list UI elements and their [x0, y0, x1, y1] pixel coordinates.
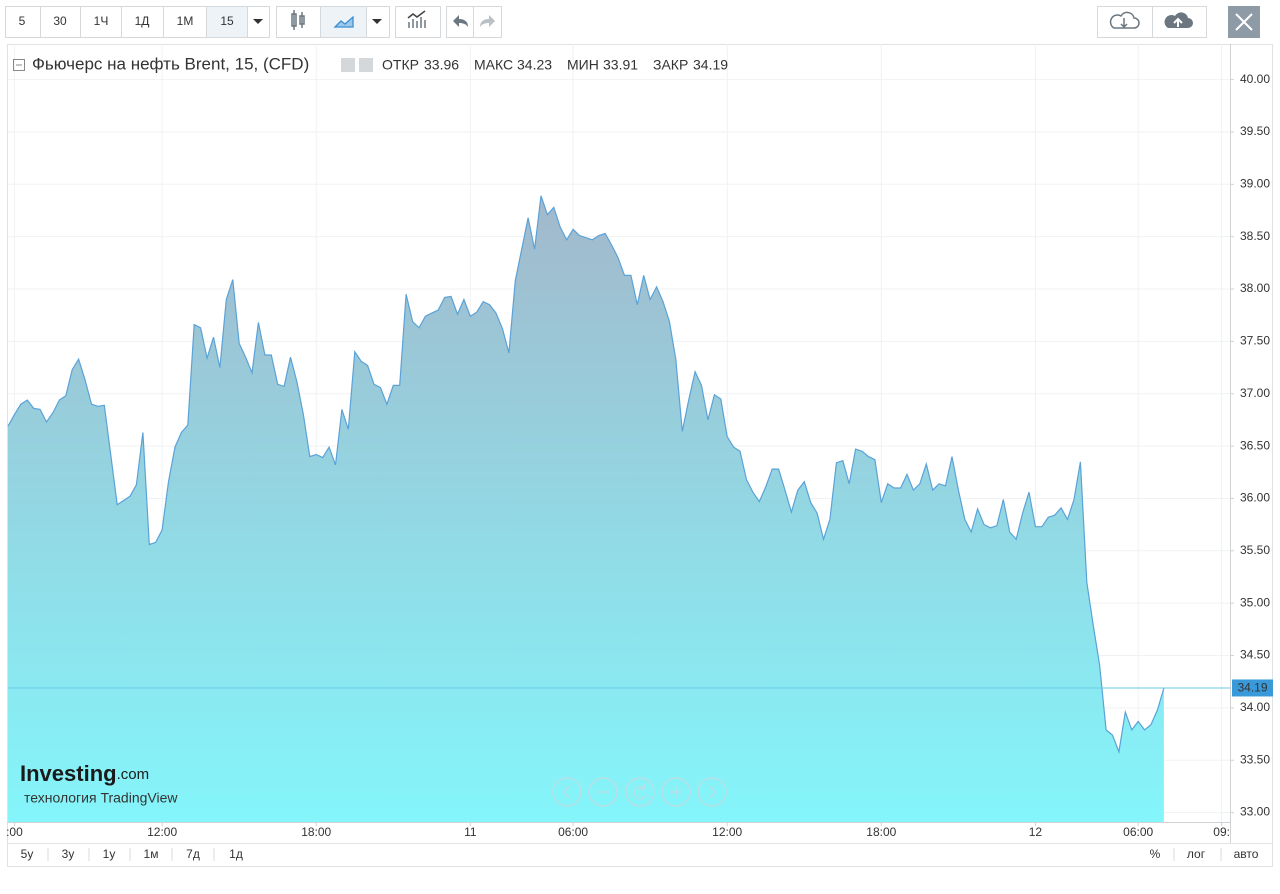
- scroll-left[interactable]: [552, 777, 582, 807]
- stat-value: 34.19: [693, 57, 728, 73]
- x-tick-label: 18:00: [866, 825, 896, 839]
- indicators-button[interactable]: [395, 6, 441, 38]
- range-button[interactable]: 1м: [144, 847, 159, 861]
- x-tick-label: 12:00: [712, 825, 742, 839]
- candles-icon[interactable]: [291, 10, 305, 30]
- last-price-label: 34.19: [1237, 681, 1267, 695]
- y-tick-label: 39.50: [1240, 124, 1270, 138]
- settings-icon[interactable]: [359, 58, 373, 72]
- y-tick-label: 37.50: [1240, 334, 1270, 348]
- stat-label: ЗАКР: [653, 57, 688, 73]
- range-button[interactable]: 1д: [229, 847, 243, 861]
- y-tick-label: 37.00: [1240, 386, 1270, 400]
- x-tick-label: :00: [6, 825, 23, 839]
- y-tick-label: 34.00: [1240, 700, 1270, 714]
- scale-option[interactable]: авто: [1234, 847, 1259, 861]
- undo-icon[interactable]: [453, 15, 468, 27]
- stat-value: 33.91: [603, 57, 638, 73]
- x-tick-label: 18:00: [301, 825, 331, 839]
- stat-label: МИН: [567, 57, 599, 73]
- y-tick-label: 38.50: [1240, 229, 1270, 243]
- y-tick-label: 36.50: [1240, 438, 1270, 452]
- price-line: [7, 195, 1165, 755]
- y-tick-label: 35.50: [1240, 543, 1270, 557]
- interval-button[interactable]: 15: [220, 14, 234, 28]
- interval-button[interactable]: 1Ч: [94, 14, 109, 28]
- y-tick-label: 36.00: [1240, 491, 1270, 505]
- area-icon[interactable]: [333, 15, 354, 28]
- x-tick-label: 09:: [1213, 825, 1230, 839]
- x-tick-label: 12: [1029, 825, 1043, 839]
- cloud-download-icon[interactable]: [1109, 11, 1140, 29]
- y-tick-label: 34.50: [1240, 648, 1270, 662]
- x-tick-label: 11: [464, 825, 477, 839]
- range-button[interactable]: 3у: [62, 847, 75, 861]
- x-tick-label: 12:00: [147, 825, 177, 839]
- reset[interactable]: [625, 777, 655, 807]
- x-tick-label: 06:00: [1123, 825, 1153, 839]
- y-tick-label: 35.00: [1240, 595, 1270, 609]
- active-interval-bg: [207, 7, 247, 37]
- price-area: [8, 195, 1164, 823]
- instrument-title: Фьючерс на нефть Brent, 15, (CFD): [32, 54, 309, 73]
- dropdown-arrow[interactable]: [253, 19, 263, 24]
- nav-buttons: [552, 777, 727, 807]
- watermark-domain: .com: [117, 766, 150, 783]
- watermark-brand: Investing: [20, 761, 117, 786]
- collapse-icon[interactable]: [13, 59, 25, 71]
- stat-value: 34.23: [517, 57, 552, 73]
- redo-icon[interactable]: [480, 15, 495, 27]
- interval-button[interactable]: 30: [53, 14, 67, 28]
- range-button[interactable]: 1у: [103, 847, 116, 861]
- interval-button[interactable]: 1М: [177, 14, 194, 28]
- range-button[interactable]: 7д: [186, 847, 200, 861]
- y-tick-label: 38.00: [1240, 281, 1270, 295]
- zoom-out[interactable]: [588, 777, 618, 807]
- stat-value: 33.96: [424, 57, 459, 73]
- x-tick-label: 06:00: [558, 825, 588, 839]
- watermark: Investing.com: [20, 761, 149, 786]
- range-button[interactable]: 5у: [21, 847, 34, 861]
- y-tick-label: 33.00: [1240, 805, 1270, 819]
- active-type-bg: [321, 7, 366, 37]
- chart-frame: [7, 44, 1273, 867]
- zoom-in[interactable]: [661, 777, 691, 807]
- eye-icon[interactable]: [341, 58, 355, 72]
- stat-label: МАКС: [474, 57, 513, 73]
- interval-button[interactable]: 1Д: [135, 14, 150, 28]
- stat-label: ОТКР: [382, 57, 419, 73]
- toolbar: 5 30 1Ч 1Д 1М 15: [5, 6, 1260, 38]
- dropdown-arrow[interactable]: [372, 19, 382, 24]
- scale-option[interactable]: лог: [1187, 847, 1206, 861]
- interval-button[interactable]: 5: [19, 14, 26, 28]
- scroll-right[interactable]: [697, 777, 727, 807]
- last-price-badge: [1232, 679, 1273, 697]
- indicators-icon: [407, 10, 426, 28]
- watermark-tagline: технология TradingView: [24, 790, 178, 806]
- scale-option[interactable]: %: [1150, 847, 1161, 861]
- y-tick-label: 40.00: [1240, 72, 1270, 86]
- y-tick-label: 33.50: [1240, 752, 1270, 766]
- y-tick-label: 39.00: [1240, 176, 1270, 190]
